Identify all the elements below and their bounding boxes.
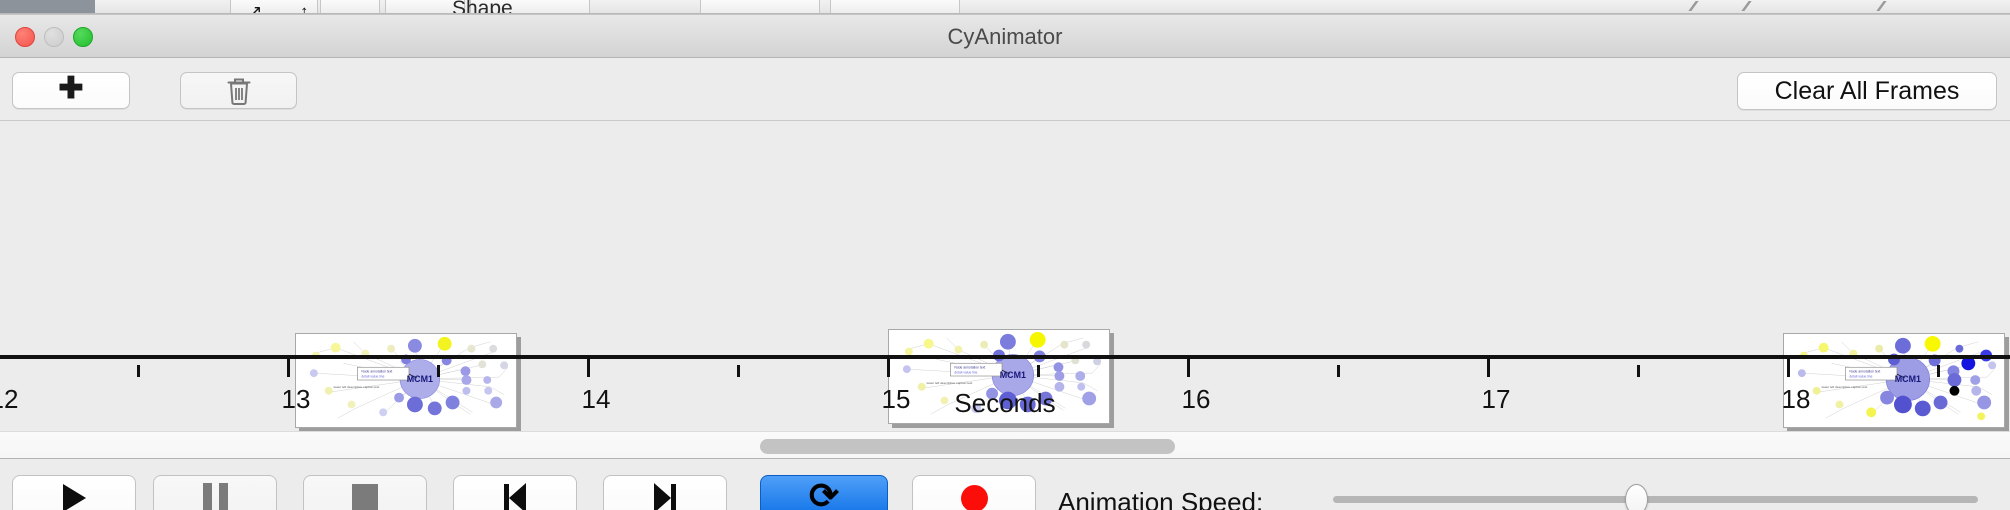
pause-button[interactable] — [153, 475, 277, 510]
background-arrow-icon — [1876, 1, 1900, 11]
cyanimator-window: CyAnimator ✚ Clear All Frames — [0, 14, 2010, 510]
background-tab — [700, 0, 820, 13]
add-frame-button[interactable]: ✚ — [12, 72, 130, 109]
timeline-tick — [1187, 356, 1190, 377]
svg-text:detail value line: detail value line — [361, 375, 384, 379]
play-icon — [62, 484, 86, 510]
pause-icon — [202, 483, 228, 510]
svg-text:MCM1: MCM1 — [1895, 374, 1921, 384]
timeline-tick — [1787, 356, 1790, 377]
frame-thumbnail-1[interactable]: Node annotation text detail value line l… — [295, 333, 517, 428]
frame-thumbnail-3[interactable]: Node annotation text detail value line l… — [1783, 333, 2005, 428]
timeline-tick — [287, 356, 290, 377]
background-window-chrome: ↗ ↑ Shape — [0, 0, 2010, 14]
record-button[interactable] — [912, 475, 1036, 510]
stop-icon — [352, 483, 378, 510]
stop-button[interactable] — [303, 475, 427, 510]
timeline-tick — [1037, 365, 1040, 377]
play-button[interactable] — [12, 475, 136, 510]
svg-text:lower left descriptive caption: lower left descriptive caption text — [1822, 385, 1868, 389]
scrollbar-thumb[interactable] — [760, 439, 1175, 454]
delete-frame-button[interactable] — [180, 72, 297, 109]
timeline-tick — [737, 365, 740, 377]
timeline-tick — [587, 356, 590, 377]
timeline-tick-label: 15 — [881, 384, 911, 414]
timeline-tick — [1637, 365, 1640, 377]
animation-speed-label: Animation Speed: — [1058, 487, 1264, 510]
network-thumbnail-image: Node annotation text detail value line l… — [1784, 334, 2004, 427]
axis-title-seconds: Seconds — [954, 388, 1056, 418]
background-arrow-icon — [1688, 1, 1712, 11]
window-traffic-lights — [15, 27, 93, 47]
timeline-tick-label: 13 — [281, 384, 311, 414]
window-title: CyAnimator — [947, 24, 1063, 49]
timeline-tick — [1337, 365, 1340, 377]
loop-button[interactable]: ⟳ — [760, 475, 888, 510]
network-thumbnail-image: Node annotation text detail value line l… — [296, 334, 516, 427]
timeline-panel[interactable]: Node annotation text detail value line l… — [0, 121, 2010, 431]
background-glyph: ↗ — [248, 2, 263, 14]
skip-forward-icon — [654, 483, 676, 510]
clear-all-frames-button[interactable]: Clear All Frames — [1737, 72, 1997, 110]
background-arrow-icon — [1741, 1, 1765, 11]
background-tab — [830, 0, 960, 13]
timeline-tick-label: 14 — [581, 384, 611, 414]
svg-text:detail value line: detail value line — [954, 371, 977, 375]
network-thumbnail-image: Node annotation text detail value line l… — [889, 330, 1109, 423]
background-glyph: ↑ — [300, 2, 309, 14]
frame-thumbnail-2[interactable]: Node annotation text detail value line l… — [888, 329, 1110, 424]
svg-text:MCM1: MCM1 — [407, 374, 433, 384]
plus-icon: ✚ — [58, 72, 84, 105]
skip-to-start-button[interactable] — [453, 475, 577, 510]
svg-text:lower left descriptive caption: lower left descriptive caption text — [334, 385, 380, 389]
timeline-tick — [1487, 356, 1490, 377]
background-window-label: Shape — [452, 0, 513, 14]
timeline-tick-label: 18 — [1781, 384, 1811, 414]
svg-text:Node annotation text: Node annotation text — [954, 366, 985, 370]
svg-text:Node annotation text: Node annotation text — [361, 370, 392, 374]
trash-icon — [227, 78, 250, 105]
timeline-tick — [137, 365, 140, 377]
close-button[interactable] — [15, 27, 35, 47]
skip-back-icon — [504, 483, 526, 510]
skip-to-end-button[interactable] — [603, 475, 727, 510]
svg-text:MCM1: MCM1 — [1000, 370, 1026, 380]
timeline-tick — [437, 365, 440, 377]
background-dark-strip — [0, 0, 95, 13]
timeline-ruler-axis — [0, 355, 2010, 359]
timeline-tick-label: 17 — [1481, 384, 1511, 414]
timeline-tick-label: 12 — [0, 384, 19, 414]
window-titlebar[interactable]: CyAnimator — [0, 15, 2010, 58]
background-tab — [470, 0, 590, 13]
frame-toolbar: ✚ Clear All Frames — [0, 58, 2010, 121]
svg-text:Node annotation text: Node annotation text — [1849, 370, 1880, 374]
timeline-tick — [887, 356, 890, 377]
svg-text:lower left descriptive caption: lower left descriptive caption text — [927, 381, 973, 385]
loop-icon: ⟳ — [808, 474, 840, 510]
timeline-tick-label: 16 — [1181, 384, 1211, 414]
playback-controls-bar: ⟳ Animation Speed: — [0, 459, 2010, 510]
background-tab — [385, 0, 465, 13]
timeline-tick — [1937, 365, 1940, 377]
zoom-button[interactable] — [73, 27, 93, 47]
background-tab — [320, 0, 380, 13]
timeline-horizontal-scrollbar[interactable] — [0, 431, 2010, 459]
svg-text:detail value line: detail value line — [1849, 375, 1872, 379]
animation-speed-slider[interactable] — [1333, 484, 1978, 510]
background-tab — [230, 0, 318, 13]
minimize-button[interactable] — [44, 27, 64, 47]
record-icon — [960, 484, 988, 510]
animation-speed-slider-thumb[interactable] — [1625, 484, 1648, 510]
